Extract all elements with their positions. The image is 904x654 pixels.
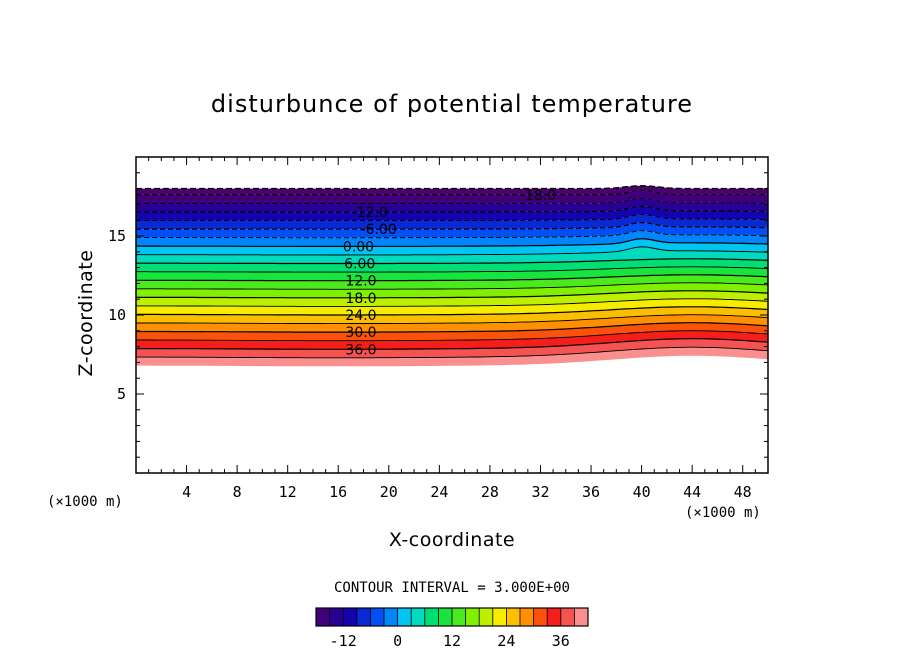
contour-band [136,214,768,230]
contour-line [136,230,769,239]
colorbar-segment [547,608,562,626]
colorbar-segment [452,608,466,626]
x-tick-label: 48 [734,483,752,501]
x-tick-label: 12 [279,483,297,501]
colorbar-segment [438,608,453,626]
contour-line [136,189,768,196]
y-tick-label: 5 [117,385,126,403]
contour-label: 18.0 [345,291,376,307]
colorbar-segment [316,608,330,626]
colorbar-tick-label: 24 [497,632,515,650]
contour-line [136,322,769,333]
contour-band [136,330,768,350]
y-tick-label: 10 [108,306,126,324]
colorbar-segment [356,608,371,626]
x-unit-label-right: (×1000 m) [685,505,761,521]
x-unit-label-left: (×1000 m) [47,494,123,510]
x-tick-label: 28 [481,483,499,501]
x-tick-label: 8 [233,483,242,501]
colorbar-segment [479,608,494,626]
contour-band [136,298,768,315]
contour-label: 36.0 [345,342,376,358]
colorbar-tick-label: 0 [393,632,402,650]
colorbar-tick-label: 36 [552,632,570,650]
colorbar-segment [506,608,521,626]
contour-label: 0.00 [343,239,374,255]
contour-line [136,246,769,256]
contour-line [136,330,769,342]
x-tick-label: 36 [582,483,600,501]
contour-line [136,185,768,190]
contour-band [136,206,768,221]
contour-labels: -18.0 -12.0-6.000.00 6.0012.018.024.030.03… [343,188,556,358]
x-tick-label: 4 [182,483,191,501]
contour-line [136,221,769,230]
colorbar-segment [560,608,575,626]
chart-title: disturbunce of potential temperature [211,90,693,118]
contour-label: -6.00 [361,222,397,238]
contour-line [136,282,769,290]
x-axis-title: X-coordinate [389,529,515,551]
y-axis-title: Z-coordinate [75,250,97,377]
colorbar-segment [329,608,344,626]
contour-line [136,213,769,222]
contour-label: 24.0 [345,308,376,324]
contour-label: -18.0 [520,188,556,204]
colorbar-segment [424,608,439,626]
x-tick-label: 44 [683,483,701,501]
contour-line [136,205,769,213]
colorbar-segment [465,608,480,626]
contour-label: 6.00 [344,257,375,273]
contour-band [136,185,768,195]
contour-lines [135,185,769,359]
contour-band [136,338,768,358]
x-tick-label: 20 [380,483,398,501]
contour-line [136,306,769,316]
colorbar-segment [343,608,358,626]
x-tick-label: 24 [430,483,448,501]
contour-line [136,197,768,204]
contour-label: -12.0 [352,205,388,221]
colorbar-frame [315,607,589,627]
y-tick-label: 15 [108,227,126,245]
colorbar-segment [384,608,398,626]
colorbar: -12 0 12 24 36 [315,607,589,650]
colorbar-segment [492,608,507,626]
contour-band [136,238,768,255]
contour-line [136,314,769,325]
colorbar-segment [411,608,426,626]
contour-band [136,266,768,281]
contour-label: 30.0 [345,325,376,341]
contour-line [136,346,769,359]
colorbar-segment [574,608,589,626]
x-tick-label: 32 [531,483,549,501]
contour-band [136,230,768,247]
colorbar-segment [520,608,534,626]
contour-band [136,190,768,204]
contour-line [136,338,769,350]
contour-band [136,274,768,290]
contour-line [136,258,769,265]
contour-line [136,298,769,307]
contour-line [136,274,769,282]
colorbar-segment [397,608,412,626]
contour-band [136,222,768,238]
contour-band [136,282,768,298]
x-tick-label: 40 [633,483,651,501]
colorbar-segment [370,608,385,626]
contour-line [136,238,769,247]
contour-interval-text: CONTOUR INTERVAL = 3.000E+00 [334,580,570,596]
colorbar-tick-label: 12 [443,632,461,650]
x-tick-label: 16 [329,483,347,501]
contour-line [136,266,769,273]
colorbar-segment [533,608,548,626]
contour-band [136,290,768,307]
contour-band [136,198,768,213]
colorbar-tick-label: -12 [330,632,357,650]
contour-label: 12.0 [345,274,376,290]
contour-line [135,290,769,299]
contour-band [136,347,768,367]
